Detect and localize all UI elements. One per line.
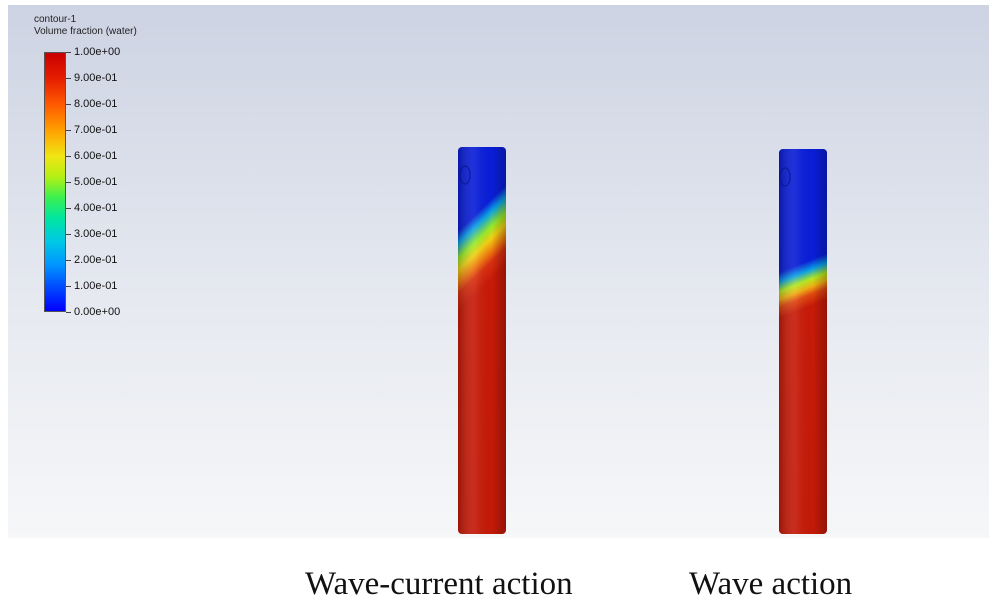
colorbar	[44, 52, 66, 312]
panel-caption: Wave-current action	[305, 566, 573, 602]
legend-tick: 5.00e-01	[65, 176, 118, 188]
legend-tick: 1.00e-01	[65, 280, 118, 292]
legend-tick: 6.00e-01	[65, 150, 118, 162]
cylinder-contour-icon	[779, 149, 827, 534]
legend-tick: 3.00e-01	[65, 228, 118, 240]
legend-tick: 0.00e+00	[65, 306, 121, 318]
legend-tick: 4.00e-01	[65, 202, 118, 214]
panel-caption: Wave action	[689, 566, 853, 602]
legend-tick: 9.00e-01	[65, 72, 118, 84]
legend-tick: 8.00e-01	[65, 98, 118, 110]
cylinder-contour-icon	[458, 147, 506, 534]
legend-quantity: Volume fraction (water)	[34, 26, 137, 37]
legend-tick: 2.00e-01	[65, 254, 118, 266]
legend-name: contour-1	[34, 14, 77, 25]
legend-tick: 1.00e+00	[65, 46, 121, 58]
legend-tick: 7.00e-01	[65, 124, 118, 136]
